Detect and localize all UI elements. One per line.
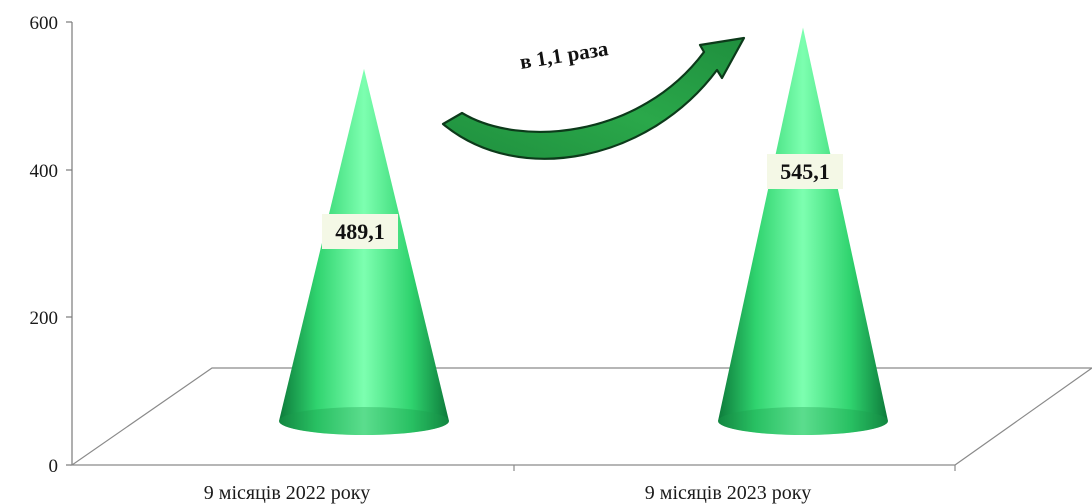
y-tick-label: 0 bbox=[49, 456, 59, 477]
y-tick-label: 600 bbox=[30, 13, 59, 34]
cone-base bbox=[718, 407, 888, 435]
floor-plane bbox=[70, 367, 1092, 466]
y-tick-label: 400 bbox=[30, 161, 59, 182]
cone-base bbox=[279, 407, 449, 435]
cone-body bbox=[279, 68, 449, 435]
x-category-label: 9 місяців 2023 року bbox=[645, 482, 811, 504]
growth-annotation: в 1,1 раза bbox=[518, 36, 610, 74]
growth-arrow-icon bbox=[441, 36, 746, 160]
value-label-2022: 489,1 bbox=[322, 214, 398, 249]
value-label-2023: 545,1 bbox=[767, 154, 843, 189]
cone-body bbox=[718, 27, 888, 436]
value-label-text: 489,1 bbox=[335, 219, 385, 244]
cone-bar-2023 bbox=[718, 27, 888, 436]
cone-bar-2022 bbox=[279, 68, 449, 435]
x-category-label: 9 місяців 2022 року bbox=[204, 482, 370, 504]
value-label-bg bbox=[767, 154, 843, 189]
y-tick-label: 200 bbox=[30, 308, 59, 329]
value-label-text: 545,1 bbox=[780, 159, 830, 184]
value-label-bg bbox=[322, 214, 398, 249]
